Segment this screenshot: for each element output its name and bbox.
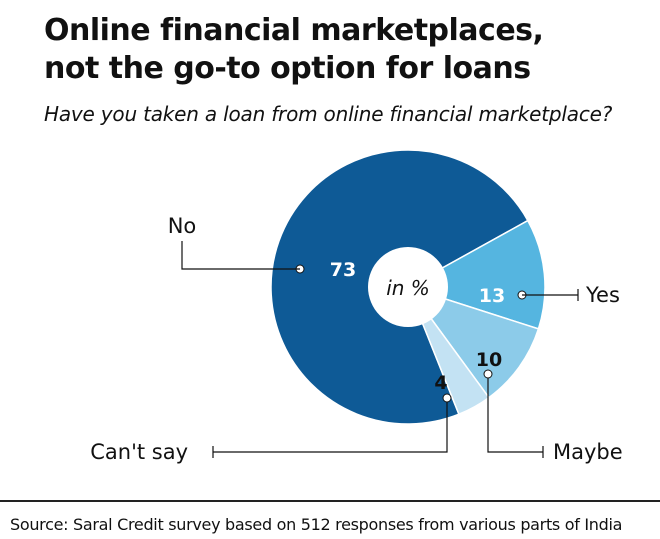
chart-subtitle: Have you taken a loan from online financ…: [44, 102, 613, 126]
value-label-yes: 13: [479, 285, 505, 307]
value-label-maybe: 10: [476, 349, 502, 371]
leader-line-cant-say: [213, 402, 448, 453]
category-label-cant-say: Can't say: [90, 440, 188, 464]
leader-line-no: [181, 241, 300, 270]
donut-hole: [368, 247, 448, 327]
donut-chart: in % 73 No 13 Yes 10 Maybe 4 Can't say: [90, 149, 623, 464]
value-label-no: 73: [330, 259, 356, 281]
category-label-maybe: Maybe: [553, 440, 623, 464]
slice-maybe: [406, 285, 540, 399]
source-note: Source: Saral Credit survey based on 512…: [10, 515, 623, 534]
chart-title-line1: Online financial marketplaces,: [44, 13, 544, 48]
slice-yes: [406, 219, 546, 330]
category-label-yes: Yes: [585, 283, 620, 307]
source-divider: [0, 500, 660, 502]
leader-dot-cant-say: [442, 393, 452, 403]
chart-title-line2: not the go-to option for loans: [44, 51, 531, 86]
center-label: in %: [386, 276, 430, 300]
chart-title: Online financial marketplaces, not the g…: [44, 12, 644, 88]
leader-line-maybe: [487, 378, 543, 453]
leader-dot-maybe: [483, 369, 493, 379]
labels-group: 73 No 13 Yes 10 Maybe 4 Can't say: [90, 214, 622, 464]
category-label-no: No: [168, 214, 197, 238]
value-label-cant-say: 4: [434, 372, 447, 394]
